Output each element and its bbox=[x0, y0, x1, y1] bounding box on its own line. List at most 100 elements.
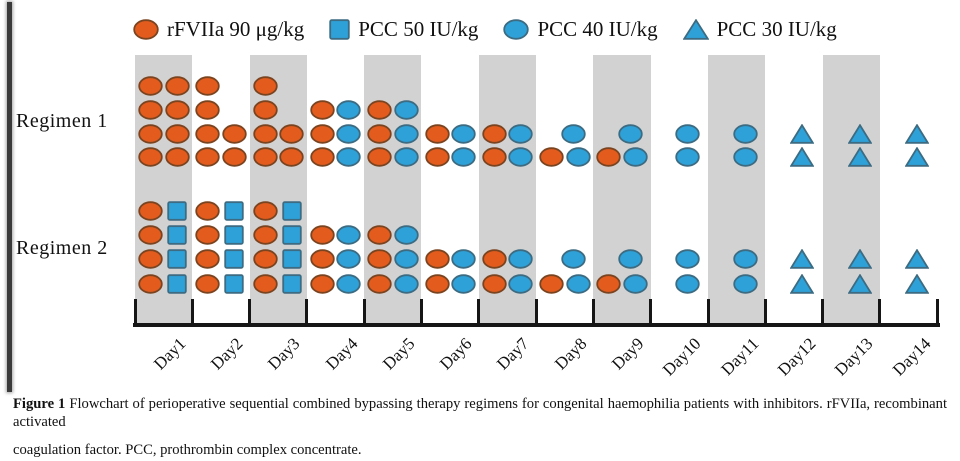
legend-item: rFVIIa 90 μg/kg bbox=[133, 17, 304, 42]
symbol-blue-circle-pcc40 bbox=[451, 249, 476, 274]
symbol-blue-circle-pcc40 bbox=[565, 147, 591, 172]
symbol-orange-circle-rfviia bbox=[367, 147, 392, 172]
symbol-blue-triangle-pcc30 bbox=[904, 146, 930, 172]
symbol-blue-circle-pcc40 bbox=[508, 274, 533, 299]
legend-item: PCC 30 IU/kg bbox=[682, 17, 837, 42]
symbol-blue-square-pcc50 bbox=[167, 225, 187, 250]
symbol-orange-circle-rfviia bbox=[252, 274, 278, 299]
caption-figure-number: Figure 1 bbox=[13, 396, 66, 412]
symbol-blue-square-pcc50 bbox=[167, 201, 187, 226]
symbol-orange-circle-rfviia bbox=[252, 147, 278, 172]
symbol-orange-circle-rfviia bbox=[424, 274, 450, 299]
symbol-blue-circle-pcc40 bbox=[675, 249, 700, 274]
symbol-orange-circle-rfviia bbox=[482, 124, 507, 149]
symbol-blue-circle-pcc40 bbox=[618, 124, 643, 149]
symbol-orange-circle-rfviia bbox=[310, 147, 335, 172]
symbol-blue-circle-pcc40 bbox=[336, 147, 362, 172]
axis-tick bbox=[878, 299, 882, 324]
legend-item-label: PCC 30 IU/kg bbox=[716, 17, 837, 41]
symbol-orange-circle-rfviia bbox=[310, 274, 335, 299]
orange-circle-icon bbox=[133, 19, 159, 40]
shaded-day-band bbox=[822, 55, 880, 326]
axis-tick bbox=[763, 299, 767, 324]
symbol-blue-circle-pcc40 bbox=[451, 124, 476, 149]
symbol-orange-circle-rfviia bbox=[164, 147, 190, 172]
symbol-orange-circle-rfviia bbox=[596, 147, 622, 172]
symbol-blue-square-pcc50 bbox=[224, 225, 244, 250]
symbol-orange-circle-rfviia bbox=[195, 274, 220, 299]
symbol-orange-circle-rfviia bbox=[482, 147, 507, 172]
axis-tick bbox=[821, 299, 825, 324]
symbol-blue-circle-pcc40 bbox=[508, 249, 533, 274]
symbol-blue-circle-pcc40 bbox=[560, 124, 586, 149]
symbol-blue-circle-pcc40 bbox=[732, 249, 758, 274]
left-edge-scan-line bbox=[7, 2, 12, 392]
symbol-blue-triangle-pcc30 bbox=[847, 146, 873, 172]
symbol-blue-square-pcc50 bbox=[224, 249, 244, 274]
symbol-blue-circle-pcc40 bbox=[618, 249, 643, 274]
symbol-orange-circle-rfviia bbox=[424, 249, 450, 274]
symbol-blue-circle-pcc40 bbox=[508, 147, 533, 172]
symbol-blue-square-pcc50 bbox=[167, 274, 187, 299]
symbol-blue-triangle-pcc30 bbox=[847, 248, 873, 274]
symbol-blue-triangle-pcc30 bbox=[904, 123, 930, 149]
symbol-blue-circle-pcc40 bbox=[393, 100, 419, 125]
symbol-orange-circle-rfviia bbox=[596, 274, 622, 299]
axis-tick bbox=[305, 299, 309, 324]
symbol-orange-circle-rfviia bbox=[195, 76, 220, 101]
blue-square-icon bbox=[329, 19, 350, 40]
axis-tick bbox=[935, 299, 939, 324]
symbol-blue-square-pcc50 bbox=[224, 274, 244, 299]
symbol-blue-square-pcc50 bbox=[224, 201, 244, 226]
symbol-orange-circle-rfviia bbox=[252, 249, 278, 274]
blue-circle-icon bbox=[503, 19, 530, 40]
symbol-orange-circle-rfviia bbox=[482, 274, 507, 299]
legend-item-label: rFVIIa 90 μg/kg bbox=[167, 17, 305, 41]
symbol-blue-circle-pcc40 bbox=[336, 124, 362, 149]
symbol-orange-circle-rfviia bbox=[138, 76, 163, 101]
symbol-orange-circle-rfviia bbox=[310, 100, 335, 125]
symbol-orange-circle-rfviia bbox=[367, 124, 392, 149]
symbol-blue-circle-pcc40 bbox=[732, 124, 758, 149]
symbol-blue-square-pcc50 bbox=[281, 249, 302, 274]
regimen-2-label: Regimen 2 bbox=[16, 237, 108, 259]
symbol-blue-circle-pcc40 bbox=[565, 274, 591, 299]
symbol-orange-circle-rfviia bbox=[195, 147, 220, 172]
symbol-orange-circle-rfviia bbox=[138, 225, 163, 250]
symbol-orange-circle-rfviia bbox=[138, 124, 163, 149]
symbol-blue-circle-pcc40 bbox=[393, 249, 419, 274]
symbol-blue-circle-pcc40 bbox=[336, 274, 362, 299]
axis-tick bbox=[190, 299, 194, 324]
regimen-1-label: Regimen 1 bbox=[16, 110, 108, 132]
symbol-blue-circle-pcc40 bbox=[623, 147, 648, 172]
symbol-orange-circle-rfviia bbox=[252, 124, 278, 149]
symbol-orange-circle-rfviia bbox=[164, 124, 190, 149]
symbol-blue-circle-pcc40 bbox=[451, 147, 476, 172]
symbol-orange-circle-rfviia bbox=[310, 225, 335, 250]
symbol-orange-circle-rfviia bbox=[424, 147, 450, 172]
symbol-blue-triangle-pcc30 bbox=[904, 248, 930, 274]
symbol-blue-circle-pcc40 bbox=[336, 249, 362, 274]
symbol-blue-circle-pcc40 bbox=[675, 124, 700, 149]
symbol-blue-circle-pcc40 bbox=[623, 274, 648, 299]
symbol-orange-circle-rfviia bbox=[252, 76, 278, 101]
symbol-blue-square-pcc50 bbox=[281, 274, 302, 299]
axis-tick bbox=[248, 299, 252, 324]
symbol-blue-circle-pcc40 bbox=[393, 225, 419, 250]
legend-item: PCC 40 IU/kg bbox=[503, 17, 658, 42]
symbol-orange-circle-rfviia bbox=[539, 147, 564, 172]
symbol-orange-circle-rfviia bbox=[138, 147, 163, 172]
legend-item-label: PCC 40 IU/kg bbox=[537, 17, 658, 41]
figure-caption: Figure 1 Flowchart of perioperative sequ… bbox=[13, 395, 947, 460]
axis-tick bbox=[706, 299, 710, 324]
symbol-blue-circle-pcc40 bbox=[560, 249, 586, 274]
symbol-orange-circle-rfviia bbox=[222, 147, 247, 172]
axis-tick bbox=[133, 299, 137, 324]
symbol-blue-circle-pcc40 bbox=[393, 147, 419, 172]
symbol-orange-circle-rfviia bbox=[138, 249, 163, 274]
symbol-orange-circle-rfviia bbox=[195, 100, 220, 125]
symbol-orange-circle-rfviia bbox=[252, 225, 278, 250]
symbol-orange-circle-rfviia bbox=[539, 274, 564, 299]
caption-line-1: Figure 1 Flowchart of perioperative sequ… bbox=[13, 395, 947, 431]
